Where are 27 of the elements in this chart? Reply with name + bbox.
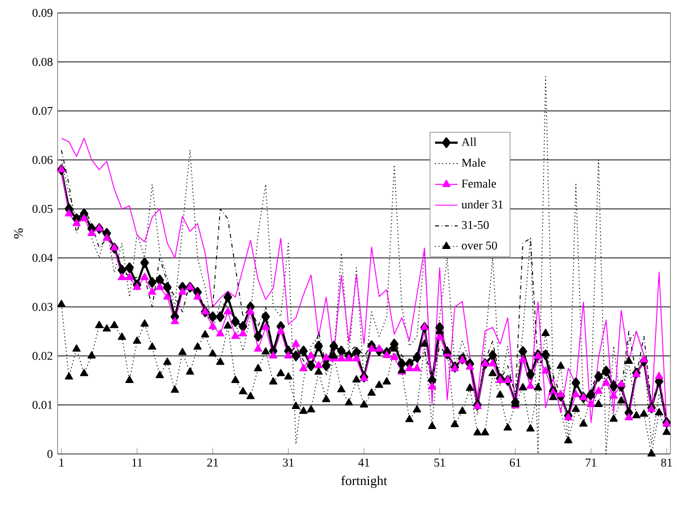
x-tick-label: 81 xyxy=(661,458,672,466)
legend-label: All xyxy=(462,137,476,146)
y-tick-label: 0.03 xyxy=(32,302,52,311)
y-tick-label: 0.06 xyxy=(32,156,53,164)
legend-label: over 50 xyxy=(462,241,497,250)
y-axis-title: % xyxy=(14,228,23,238)
x-tick-label: 11 xyxy=(132,458,142,466)
y-tick-label: 0.07 xyxy=(32,106,53,115)
x-tick-label: 41 xyxy=(358,458,370,466)
x-tick-label: 51 xyxy=(434,458,445,466)
y-tick-label: 0.08 xyxy=(32,58,52,66)
x-axis-title: fortnight xyxy=(341,476,388,488)
legend-label: 31-50 xyxy=(462,220,489,229)
legend-label: Male xyxy=(462,158,486,167)
y-tick-label: 0.02 xyxy=(32,352,52,360)
x-tick-label: 61 xyxy=(510,458,521,466)
x-tick-label: 71 xyxy=(586,458,596,466)
y-tick-label: 0 xyxy=(47,450,52,458)
y-tick-label: 0.04 xyxy=(32,254,53,262)
legend-label: under 31 xyxy=(462,200,503,208)
x-tick-label: 31 xyxy=(282,458,294,466)
y-tick-label: 0.09 xyxy=(32,8,52,17)
x-tick-label: 1 xyxy=(59,458,64,466)
legend-label: Female xyxy=(462,179,496,188)
y-tick-label: 0.05 xyxy=(32,204,52,213)
y-tick-label: 0.01 xyxy=(32,400,52,409)
x-tick-label: 21 xyxy=(207,458,218,466)
